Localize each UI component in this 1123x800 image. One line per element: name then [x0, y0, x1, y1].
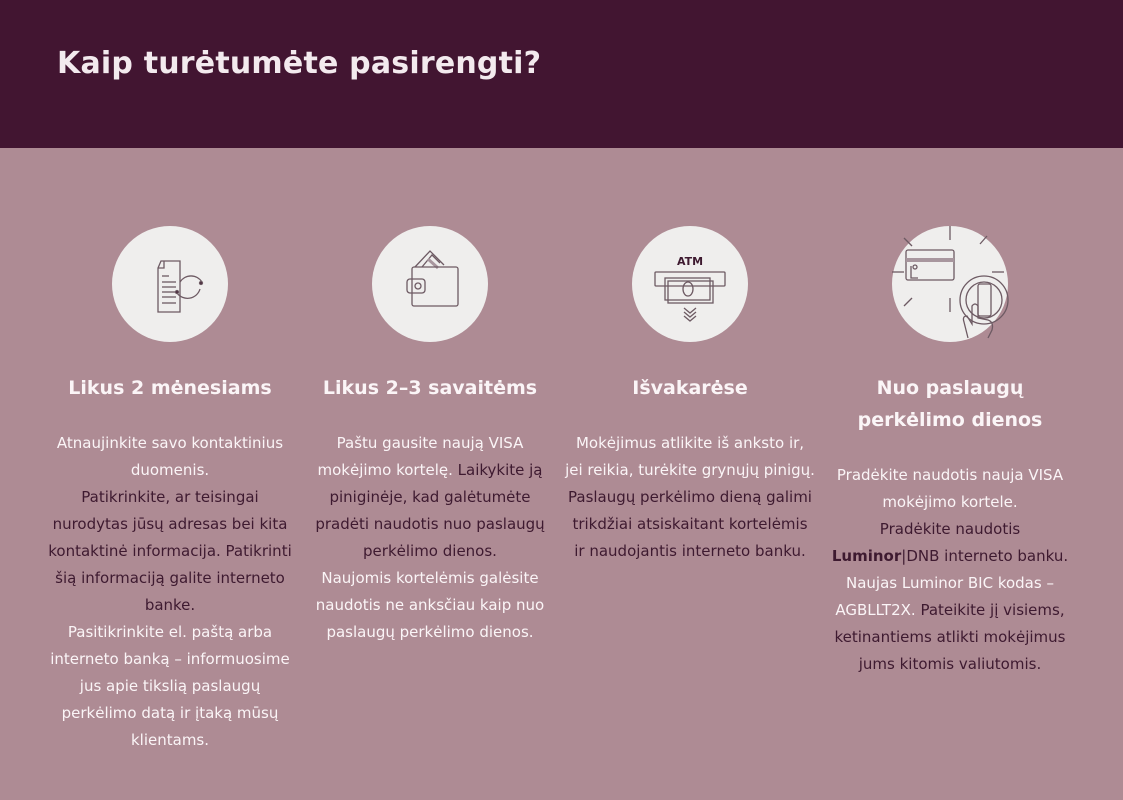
step-paragraph: Patikrinkite, ar teisingai nurodytas jūs…	[48, 488, 292, 614]
step-transfer-day: Nuo paslaugų perkėlimo dienos Pradėkite …	[825, 226, 1075, 678]
text: Pradėkite naudotis	[879, 520, 1021, 538]
step-paragraph: Pradėkite naudotis Luminor|DNB interneto…	[832, 520, 1068, 565]
header: Kaip turėtumėte pasirengti?	[0, 0, 1123, 148]
step-paragraph: Paštu gausite naują VISA mokėjimo kortel…	[317, 434, 524, 479]
step-heading: Likus 2–3 savaitėms	[322, 377, 538, 399]
step-paragraph: Pateikite jį visiems, ketinantiems atlik…	[834, 601, 1066, 673]
step-heading: Likus 2 mėnesiams	[68, 377, 272, 399]
step-paragraph: Laikykite ją piniginėje, kad galėtumėte …	[315, 461, 545, 560]
step-text: Paštu gausite naują VISA mokėjimo kortel…	[305, 430, 555, 646]
step-2-months: Likus 2 mėnesiams Atnaujinkite savo kont…	[45, 226, 295, 754]
step-paragraph: Pradėkite naudotis nauja VISA mokėjimo k…	[836, 466, 1064, 511]
step-paragraph: Pasitikrinkite el. paštą arba interneto …	[50, 623, 290, 749]
atm-cash-icon: ATM	[632, 226, 748, 342]
wallet-card-icon	[372, 226, 488, 342]
brand-name: Luminor	[831, 547, 902, 565]
step-paragraph: Naujas Luminor BIC kodas – AGBLLT2X.	[835, 574, 1054, 619]
card-tap-icon	[892, 226, 1009, 342]
step-2-3-weeks: Likus 2–3 savaitėms Paštu gausite naują …	[305, 226, 555, 646]
document-refresh-icon	[112, 226, 228, 342]
page-title: Kaip turėtumėte pasirengti?	[57, 46, 542, 81]
step-text: Pradėkite naudotis nauja VISA mokėjimo k…	[825, 462, 1075, 678]
step-eve: ATM Išvakarėse Mokėjimus atlikite iš ank…	[565, 226, 815, 565]
step-heading: Išvakarėse	[632, 377, 748, 399]
step-paragraph: Naujomis kortelėmis galėsite naudotis ne…	[315, 569, 545, 641]
step-text: Atnaujinkite savo kontaktinius duomenis.…	[45, 430, 295, 754]
step-text: Mokėjimus atlikite iš anksto ir, jei rei…	[565, 430, 815, 565]
text: |DNB interneto banku.	[901, 547, 1069, 565]
step-heading: Nuo paslaugų perkėlimo dienos	[857, 377, 1043, 431]
step-paragraph: Atnaujinkite savo kontaktinius duomenis.	[56, 434, 284, 479]
atm-label: ATM	[677, 255, 703, 268]
step-paragraph: Mokėjimus atlikite iš anksto ir, jei rei…	[565, 434, 815, 479]
step-paragraph: Paslaugų perkėlimo dieną galimi trikdžia…	[568, 488, 812, 560]
steps: Likus 2 mėnesiams Atnaujinkite savo kont…	[0, 226, 1123, 800]
